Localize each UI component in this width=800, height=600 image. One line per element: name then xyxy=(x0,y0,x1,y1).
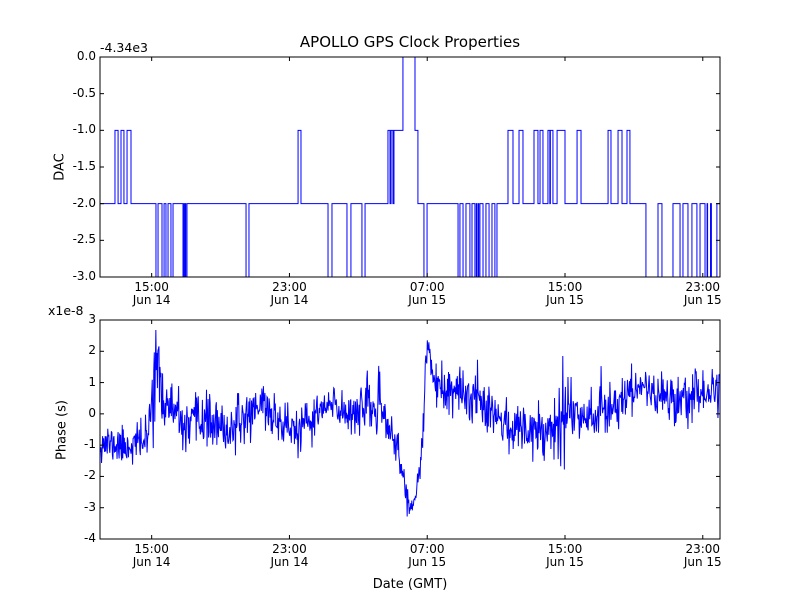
x-tick-label: 23:00 Jun 14 xyxy=(270,542,309,569)
y-tick-label: -2 xyxy=(84,468,96,483)
x-tick-label: 15:00 Jun 15 xyxy=(546,542,584,569)
y-tick-label: -1.0 xyxy=(72,122,96,137)
y-tick-label: -2.0 xyxy=(72,195,96,210)
x-tick-label: 15:00 Jun 15 xyxy=(546,280,584,307)
x-tick-label: 23:00 Jun 14 xyxy=(270,280,309,307)
y-tick-label: -1 xyxy=(84,437,96,452)
x-tick-label: 15:00 Jun 14 xyxy=(132,280,171,307)
y-tick-label: -0.5 xyxy=(72,85,96,100)
y-tick-label: -3.0 xyxy=(72,269,96,283)
y-tick-label: -2.5 xyxy=(72,232,96,247)
x-tick-label: 23:00 Jun 15 xyxy=(683,280,722,307)
date-axis-label: Date (GMT) xyxy=(372,577,448,592)
axes-frame xyxy=(99,319,721,540)
y-tick-label: -4 xyxy=(84,531,96,545)
Phase (s)-data-line xyxy=(100,330,720,517)
phase-scale-label: x1e-8 xyxy=(48,303,84,318)
y-tick-label: 0.0 xyxy=(76,49,96,63)
x-tick-label: 07:00 Jun 15 xyxy=(408,542,447,569)
y-tick-label: 1 xyxy=(88,374,96,389)
y-tick-label: 2 xyxy=(88,343,96,358)
y-tick-label: -1.5 xyxy=(72,159,96,173)
y-tick-label: -3 xyxy=(84,499,96,514)
chart-title: APOLLO GPS Clock Properties xyxy=(299,33,521,51)
DAC-data-line xyxy=(100,57,720,277)
x-tick-label: 15:00 Jun 14 xyxy=(132,542,171,569)
x-tick-label: 07:00 Jun 15 xyxy=(408,280,447,307)
y-tick-label: 0 xyxy=(88,405,96,420)
y-tick-label: 3 xyxy=(88,312,96,326)
x-tick-label: 23:00 Jun 15 xyxy=(683,542,722,569)
dac-offset-label: -4.34e3 xyxy=(100,40,148,55)
